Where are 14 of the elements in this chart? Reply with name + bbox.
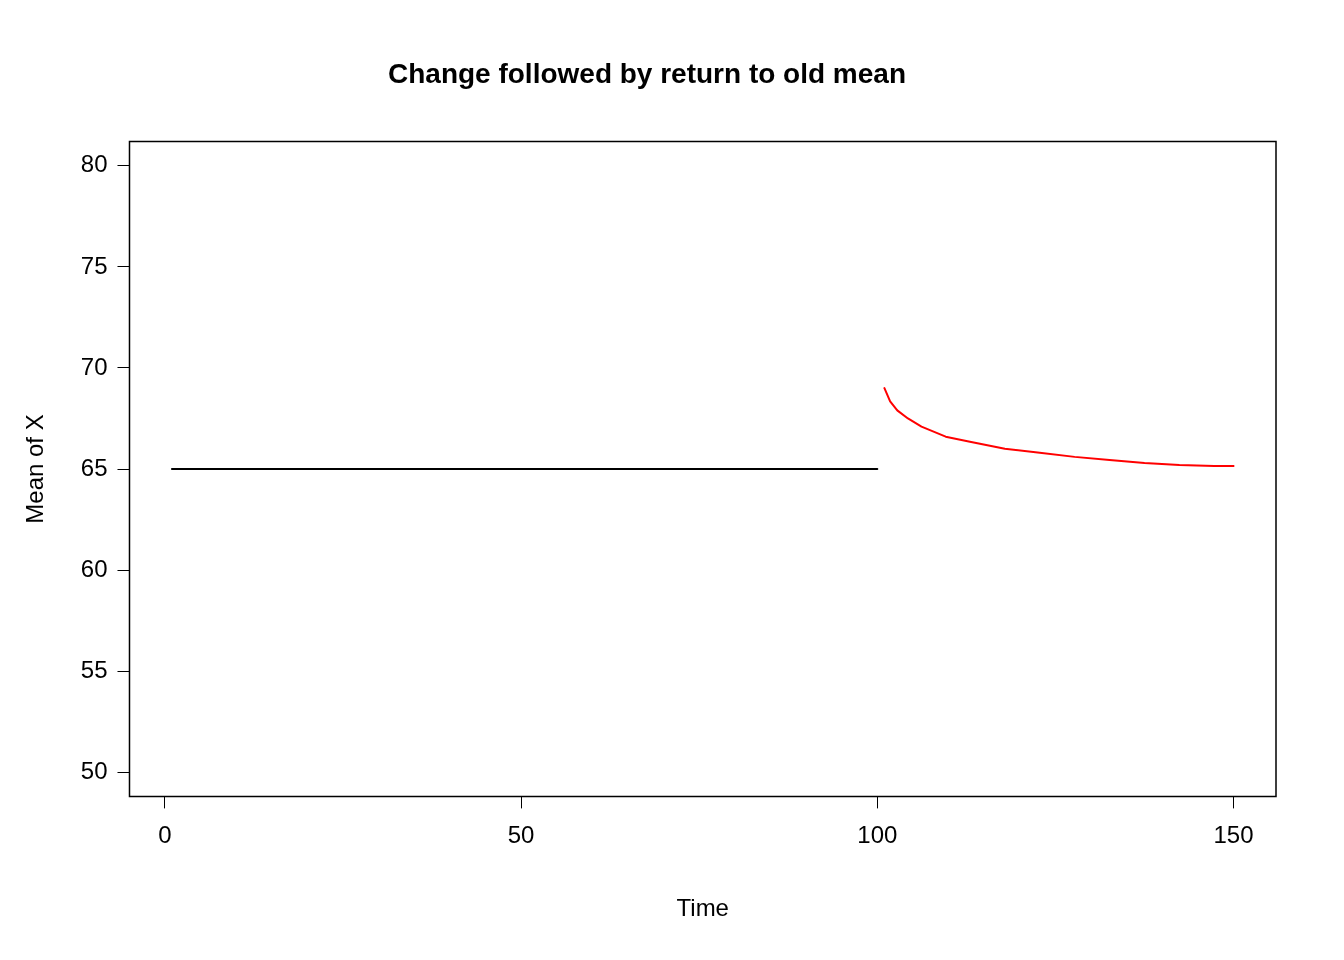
y-tick-label: 60 bbox=[80, 554, 108, 582]
x-axis-title: Time bbox=[676, 894, 729, 922]
y-tick-label: 70 bbox=[80, 352, 108, 380]
y-tick-label: 80 bbox=[80, 150, 108, 178]
chart-title: Change followed by return to old mean bbox=[387, 57, 907, 89]
y-axis-title: Mean of X bbox=[21, 414, 49, 524]
y-tick-label: 65 bbox=[80, 453, 108, 481]
x-tick-label: 100 bbox=[857, 821, 898, 849]
y-tick-label: 55 bbox=[80, 655, 108, 683]
x-tick-label: 150 bbox=[1213, 821, 1254, 849]
x-tick-label: 50 bbox=[507, 821, 535, 849]
x-tick-label: 0 bbox=[158, 821, 172, 849]
y-tick-label: 75 bbox=[80, 251, 108, 279]
y-tick-label: 50 bbox=[80, 756, 108, 784]
